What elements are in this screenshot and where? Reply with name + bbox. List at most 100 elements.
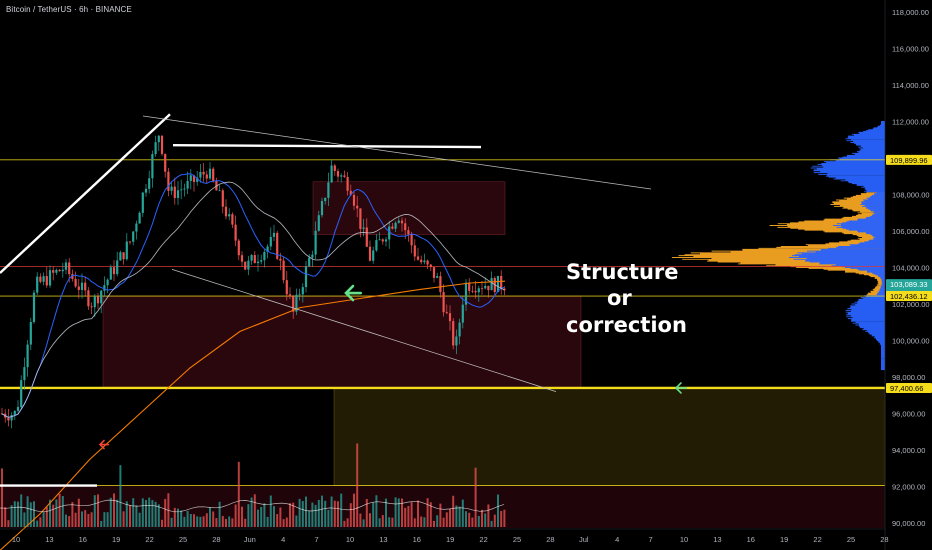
x-tick-label: 16 [79,535,87,544]
y-tick-label: 100,000.00 [892,337,930,346]
y-tick-label: 92,000.00 [892,483,925,492]
candle-body-104 [333,165,336,172]
volume-bar-41 [132,498,135,527]
volume-bar-1 [4,507,7,527]
candle-body-105 [336,171,340,177]
resistance-drawn-line [172,144,482,149]
candle-body-143 [458,322,461,337]
candle-body-24 [77,286,80,291]
volume-bar-119 [381,515,384,527]
ma-blue-line [1,173,505,418]
candle-body-68 [218,190,221,192]
price-tag-label: 103,089.33 [890,280,928,289]
x-tick-label: 10 [12,535,20,544]
candle-body-56 [180,189,183,191]
candle-body-18 [58,269,61,272]
x-tick-label: 25 [513,535,521,544]
volume-bar-71 [228,516,231,527]
candle-body-43 [138,212,141,224]
volume-bar-11 [36,520,39,527]
candle-body-61 [196,177,199,182]
volume-bar-112 [359,513,362,527]
volume-bar-50 [161,519,163,527]
volume-bar-126 [404,507,407,527]
volume-bar-53 [170,517,173,527]
candle-body-21 [68,262,71,275]
volume-bar-82 [263,503,266,527]
candle-body-139 [445,312,448,314]
candle-body-74 [237,240,240,256]
volume-bar-13 [42,511,45,527]
x-tick-label: 19 [446,535,454,544]
volume-bar-128 [410,502,413,527]
volume-bar-30 [97,494,99,527]
volume-bar-139 [445,512,448,527]
volume-profile-orange [671,192,885,296]
candle-body-25 [80,282,84,291]
volume-bar-91 [292,502,295,527]
candle-body-31 [100,290,103,304]
x-tick-label: 10 [346,535,354,544]
candle-body-13 [42,276,45,282]
candle-body-36 [116,260,119,275]
candle-body-77 [247,260,250,270]
annotation-line2: or [607,286,632,310]
candle-body-72 [231,214,234,225]
price-tag-bg-3 [886,382,932,393]
candle-body-149 [477,288,480,293]
volume-bar-104 [333,500,336,527]
candle-body-85 [272,232,276,237]
ma-grey-line [1,181,505,418]
volume-bar-64 [205,513,208,527]
x-tick-label: 19 [780,535,788,544]
volume-bar-101 [324,500,327,527]
candle-body-26 [84,282,87,291]
candle-body-96 [308,257,311,267]
candle-body-51 [164,153,167,172]
candle-body-132 [423,260,426,263]
candle-body-138 [442,292,445,313]
candle-body-112 [359,208,362,229]
candle-body-150 [480,288,484,290]
volume-bar-96 [308,511,311,527]
volume-bar-153 [490,520,493,527]
candle-body-106 [340,175,343,177]
volume-bar-20 [65,514,67,527]
candle-body-90 [288,294,292,297]
price-tag-label: 97,400.66 [890,384,923,393]
volume-bar-130 [417,500,419,527]
candle-body-80 [256,261,260,264]
volume-bar-155 [497,494,499,527]
candle-body-16 [52,270,55,273]
zone-yellow-box [333,387,886,486]
volume-bar-27 [87,514,90,527]
trendline-up [0,113,171,274]
volume-bar-99 [317,499,320,527]
volume-bar-146 [468,512,471,527]
y-tick-label: 106,000.00 [892,227,930,236]
volume-bar-15 [49,499,51,527]
candle-body-101 [324,197,327,202]
candle-body-146 [468,282,471,291]
volume-bar-37 [119,465,122,527]
candle-body-71 [228,214,231,217]
y-tick-label: 102,000.00 [892,300,930,309]
volume-bar-147 [471,517,474,527]
candle-body-117 [375,240,378,251]
x-tick-label: 13 [713,535,721,544]
candle-body-39 [125,241,128,260]
volume-bar-111 [356,443,359,527]
volume-bar-29 [93,495,96,527]
x-tick-label: 10 [680,535,688,544]
y-tick-label: 116,000.00 [892,45,929,54]
volume-bar-46 [148,497,151,527]
volume-bar-45 [145,499,147,527]
candle-body-98 [314,230,317,255]
volume-bar-47 [151,500,154,527]
candle-body-60 [192,175,196,182]
volume-bar-89 [285,517,288,527]
candle-body-103 [330,165,333,183]
volume-bar-70 [225,519,227,527]
candle-body-46 [148,178,151,189]
